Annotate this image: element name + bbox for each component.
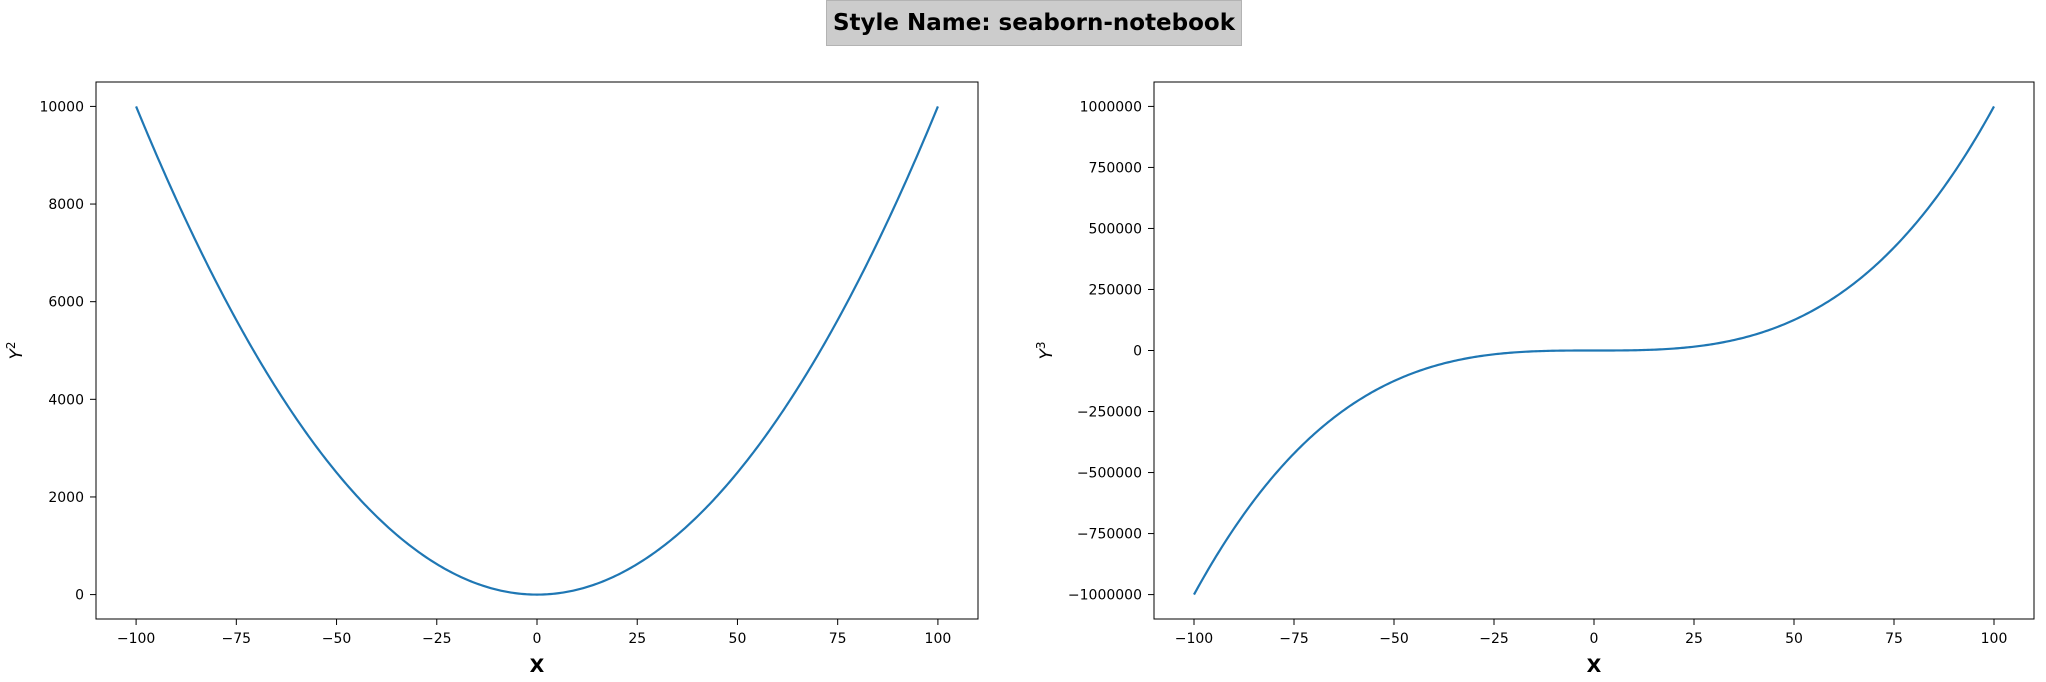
y-tick-label: 8000 (48, 197, 84, 213)
x-tick-label: 100 (1981, 631, 2008, 647)
x-tick-label: 0 (1590, 631, 1599, 647)
y-tick-label: 250000 (1089, 282, 1142, 298)
x-tick-label: −50 (322, 631, 352, 647)
y-tick-label: 2000 (48, 490, 84, 506)
y-tick-label: −750000 (1077, 527, 1142, 543)
figure-title: Style Name: seaborn-notebook (826, 0, 1242, 46)
x-tick-label: 75 (1885, 631, 1903, 647)
x-axis-label: X (530, 655, 545, 677)
x-tick-label: 50 (729, 631, 747, 647)
y-tick-label: 6000 (48, 295, 84, 311)
x-tick-label: −75 (1279, 631, 1309, 647)
y-tick-label: −1000000 (1068, 588, 1142, 604)
y-tick-label: 4000 (48, 392, 84, 408)
series-line (1193, 105, 1995, 596)
axes-frame (95, 81, 979, 620)
y-tick-label: 750000 (1089, 160, 1142, 176)
y-tick-label: 500000 (1089, 221, 1142, 237)
y-tick-label: −250000 (1077, 405, 1142, 421)
y-tick-label: 0 (1133, 344, 1142, 360)
x-tick-label: −50 (1379, 631, 1409, 647)
plot-left: −100 −75 −50 −25 0 25 50 75 100 0 2000 4000 6000 8000… (4, 81, 979, 677)
x-tick-label: −25 (422, 631, 452, 647)
y-axis-label: Y2 (4, 341, 27, 359)
y-tick-label: 1000000 (1080, 99, 1142, 115)
x-tick-label: −25 (1479, 631, 1509, 647)
x-tick-label: 100 (925, 631, 952, 647)
x-tick-label: 50 (1785, 631, 1803, 647)
x-tick-label: 25 (628, 631, 646, 647)
x-axis-label: X (1587, 655, 1602, 677)
y-tick-label: −500000 (1077, 466, 1142, 482)
x-tick-label: −75 (222, 631, 252, 647)
series-line (135, 105, 939, 596)
x-tick-label: 25 (1685, 631, 1703, 647)
plot-right: −100 −75 −50 −25 0 25 50 75 100 −1000000 −750000 −5… (1034, 81, 2035, 677)
x-tick-label: 75 (829, 631, 847, 647)
x-tick-label: −100 (117, 631, 155, 647)
x-tick-label: −100 (1175, 631, 1213, 647)
y-axis-label: Y3 (1034, 341, 1057, 359)
y-tick-label: 10000 (39, 99, 84, 115)
y-tick-label: 0 (75, 588, 84, 604)
x-tick-label: 0 (533, 631, 542, 647)
